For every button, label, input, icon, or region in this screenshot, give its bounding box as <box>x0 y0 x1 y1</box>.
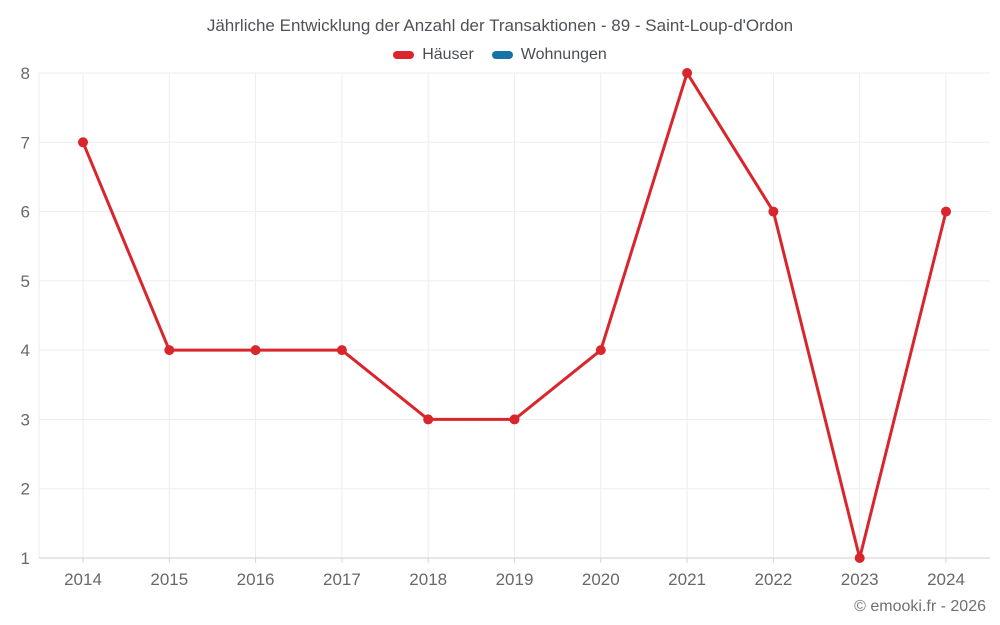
x-axis-tick-label: 2024 <box>927 570 965 589</box>
y-axis-tick-label: 8 <box>21 64 30 83</box>
y-axis-tick-label: 7 <box>21 133 30 152</box>
x-axis-tick-label: 2015 <box>150 570 188 589</box>
data-point-marker <box>595 345 606 356</box>
data-point-marker <box>336 345 347 356</box>
y-axis-tick-label: 1 <box>21 549 30 568</box>
gridlines <box>38 72 990 563</box>
data-point-marker <box>164 345 175 356</box>
x-axis-labels: 2014 2015 2016 2017 2018 2019 2020 2021 2022 2023… <box>64 570 965 589</box>
hauser-series-swatch-icon <box>393 51 415 59</box>
watermark-credit: © emooki.fr - 2026 <box>854 598 986 615</box>
data-point-marker <box>250 345 261 356</box>
legend-label-hauser: Häuser <box>422 46 474 63</box>
y-axis-tick-label: 2 <box>21 480 30 499</box>
x-axis-tick-label: 2023 <box>841 570 879 589</box>
x-axis-tick-label: 2016 <box>237 570 275 589</box>
data-point-marker <box>682 68 693 78</box>
x-axis-tick-label: 2018 <box>409 570 447 589</box>
data-point-marker <box>768 206 779 217</box>
chart-title: Jährliche Entwicklung der Anzahl der Tra… <box>206 16 794 35</box>
y-axis-tick-label: 4 <box>21 341 30 360</box>
x-axis-tick-label: 2019 <box>496 570 534 589</box>
x-axis-tick-label: 2020 <box>582 570 620 589</box>
wohnungen-series-swatch-icon <box>491 51 513 59</box>
data-point-marker <box>941 206 951 217</box>
legend-item-wohnungen[interactable]: Wohnungen <box>491 46 607 64</box>
data-point-marker <box>78 137 88 148</box>
series-0 <box>78 68 951 563</box>
y-axis-labels: 1 2 3 4 5 6 7 8 <box>21 64 30 568</box>
x-axis-tick-label: 2014 <box>64 570 102 589</box>
data-point-marker <box>423 414 434 425</box>
data-point-marker <box>509 414 520 425</box>
legend-item-hauser[interactable]: Häuser <box>393 46 474 64</box>
y-axis-tick-label: 5 <box>21 272 30 291</box>
data-point-marker <box>854 553 865 563</box>
y-axis-tick-label: 3 <box>21 410 30 429</box>
x-axis-tick-label: 2021 <box>668 570 706 589</box>
x-axis-tick-label: 2017 <box>323 570 361 589</box>
legend-label-wohnungen: Wohnungen <box>520 46 607 63</box>
chart-legend: Häuser Wohnungen <box>0 46 1000 64</box>
x-axis-tick-label: 2022 <box>754 570 792 589</box>
y-axis-tick-label: 6 <box>21 203 30 222</box>
